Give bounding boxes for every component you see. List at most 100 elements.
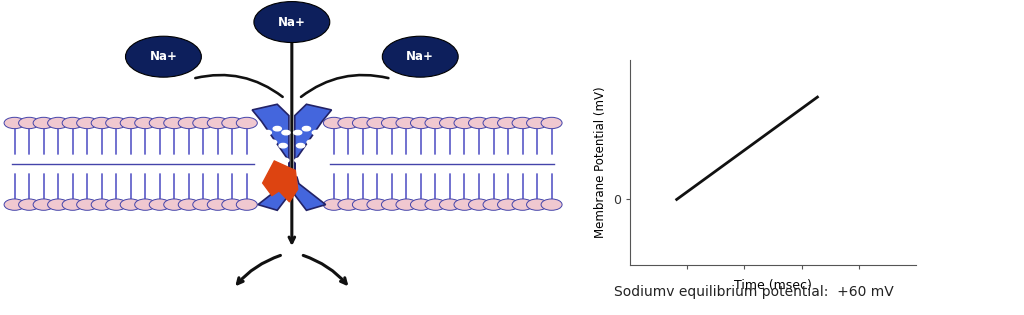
- Circle shape: [150, 199, 170, 210]
- Circle shape: [411, 199, 431, 210]
- Text: Na+: Na+: [407, 50, 434, 63]
- Circle shape: [367, 117, 388, 129]
- Circle shape: [62, 117, 83, 129]
- Circle shape: [193, 117, 214, 129]
- Polygon shape: [262, 161, 298, 202]
- Circle shape: [77, 117, 97, 129]
- Circle shape: [4, 199, 26, 210]
- Circle shape: [48, 199, 69, 210]
- Circle shape: [281, 158, 289, 163]
- Circle shape: [259, 145, 266, 149]
- Circle shape: [4, 117, 26, 129]
- Circle shape: [282, 130, 290, 135]
- Circle shape: [120, 199, 141, 210]
- Circle shape: [33, 199, 54, 210]
- Circle shape: [33, 117, 54, 129]
- Circle shape: [541, 199, 562, 210]
- Circle shape: [381, 117, 402, 129]
- Circle shape: [425, 117, 446, 129]
- Circle shape: [526, 199, 548, 210]
- Circle shape: [293, 171, 301, 176]
- Circle shape: [483, 117, 504, 129]
- Circle shape: [207, 117, 228, 129]
- X-axis label: Time (msec): Time (msec): [734, 279, 812, 292]
- Circle shape: [18, 199, 40, 210]
- Circle shape: [301, 169, 309, 173]
- Circle shape: [454, 199, 475, 210]
- Circle shape: [105, 199, 127, 210]
- Text: Na+: Na+: [278, 15, 306, 29]
- Circle shape: [302, 126, 310, 131]
- Circle shape: [439, 199, 461, 210]
- Circle shape: [135, 199, 156, 210]
- Circle shape: [439, 117, 461, 129]
- Circle shape: [279, 143, 287, 148]
- Circle shape: [178, 199, 200, 210]
- Circle shape: [512, 199, 534, 210]
- Circle shape: [411, 117, 431, 129]
- Text: Na+: Na+: [150, 50, 177, 63]
- Text: Sodiumv equilibrium potential:  +60 mV: Sodiumv equilibrium potential: +60 mV: [614, 285, 894, 299]
- Circle shape: [312, 130, 321, 135]
- Circle shape: [314, 159, 323, 163]
- Circle shape: [541, 117, 562, 129]
- Polygon shape: [295, 104, 332, 210]
- Circle shape: [469, 199, 489, 210]
- Circle shape: [263, 130, 271, 135]
- Circle shape: [237, 199, 257, 210]
- Circle shape: [396, 199, 417, 210]
- Circle shape: [295, 158, 303, 163]
- Circle shape: [469, 117, 489, 129]
- Circle shape: [222, 117, 243, 129]
- Circle shape: [271, 155, 280, 159]
- Circle shape: [498, 199, 518, 210]
- Circle shape: [310, 172, 318, 176]
- Circle shape: [297, 143, 305, 148]
- Circle shape: [498, 117, 518, 129]
- Circle shape: [178, 117, 200, 129]
- Circle shape: [367, 199, 388, 210]
- Circle shape: [91, 199, 113, 210]
- Y-axis label: Membrane Potential (mV): Membrane Potential (mV): [594, 86, 607, 238]
- Circle shape: [317, 145, 325, 149]
- Circle shape: [77, 199, 97, 210]
- Circle shape: [454, 117, 475, 129]
- Circle shape: [120, 117, 141, 129]
- Circle shape: [237, 117, 257, 129]
- Circle shape: [135, 117, 156, 129]
- Circle shape: [526, 117, 548, 129]
- Circle shape: [62, 199, 83, 210]
- Circle shape: [274, 169, 283, 173]
- Circle shape: [283, 171, 291, 176]
- Circle shape: [254, 2, 330, 43]
- Circle shape: [382, 36, 458, 77]
- Circle shape: [261, 159, 269, 163]
- Circle shape: [164, 199, 184, 210]
- Circle shape: [324, 199, 344, 210]
- Circle shape: [338, 117, 358, 129]
- Circle shape: [483, 199, 504, 210]
- Circle shape: [425, 199, 446, 210]
- Circle shape: [268, 140, 276, 145]
- Circle shape: [352, 199, 374, 210]
- Circle shape: [91, 117, 113, 129]
- Circle shape: [222, 199, 243, 210]
- Circle shape: [105, 117, 127, 129]
- Circle shape: [324, 117, 344, 129]
- Circle shape: [512, 117, 534, 129]
- Circle shape: [381, 199, 402, 210]
- Polygon shape: [252, 104, 289, 210]
- Circle shape: [164, 117, 184, 129]
- Circle shape: [273, 126, 282, 131]
- Circle shape: [396, 117, 417, 129]
- Circle shape: [193, 199, 214, 210]
- Circle shape: [265, 172, 273, 176]
- Circle shape: [304, 155, 312, 159]
- Circle shape: [207, 199, 228, 210]
- Circle shape: [18, 117, 40, 129]
- Circle shape: [48, 117, 69, 129]
- Circle shape: [307, 140, 315, 145]
- Circle shape: [352, 117, 374, 129]
- Circle shape: [294, 130, 302, 135]
- Circle shape: [150, 117, 170, 129]
